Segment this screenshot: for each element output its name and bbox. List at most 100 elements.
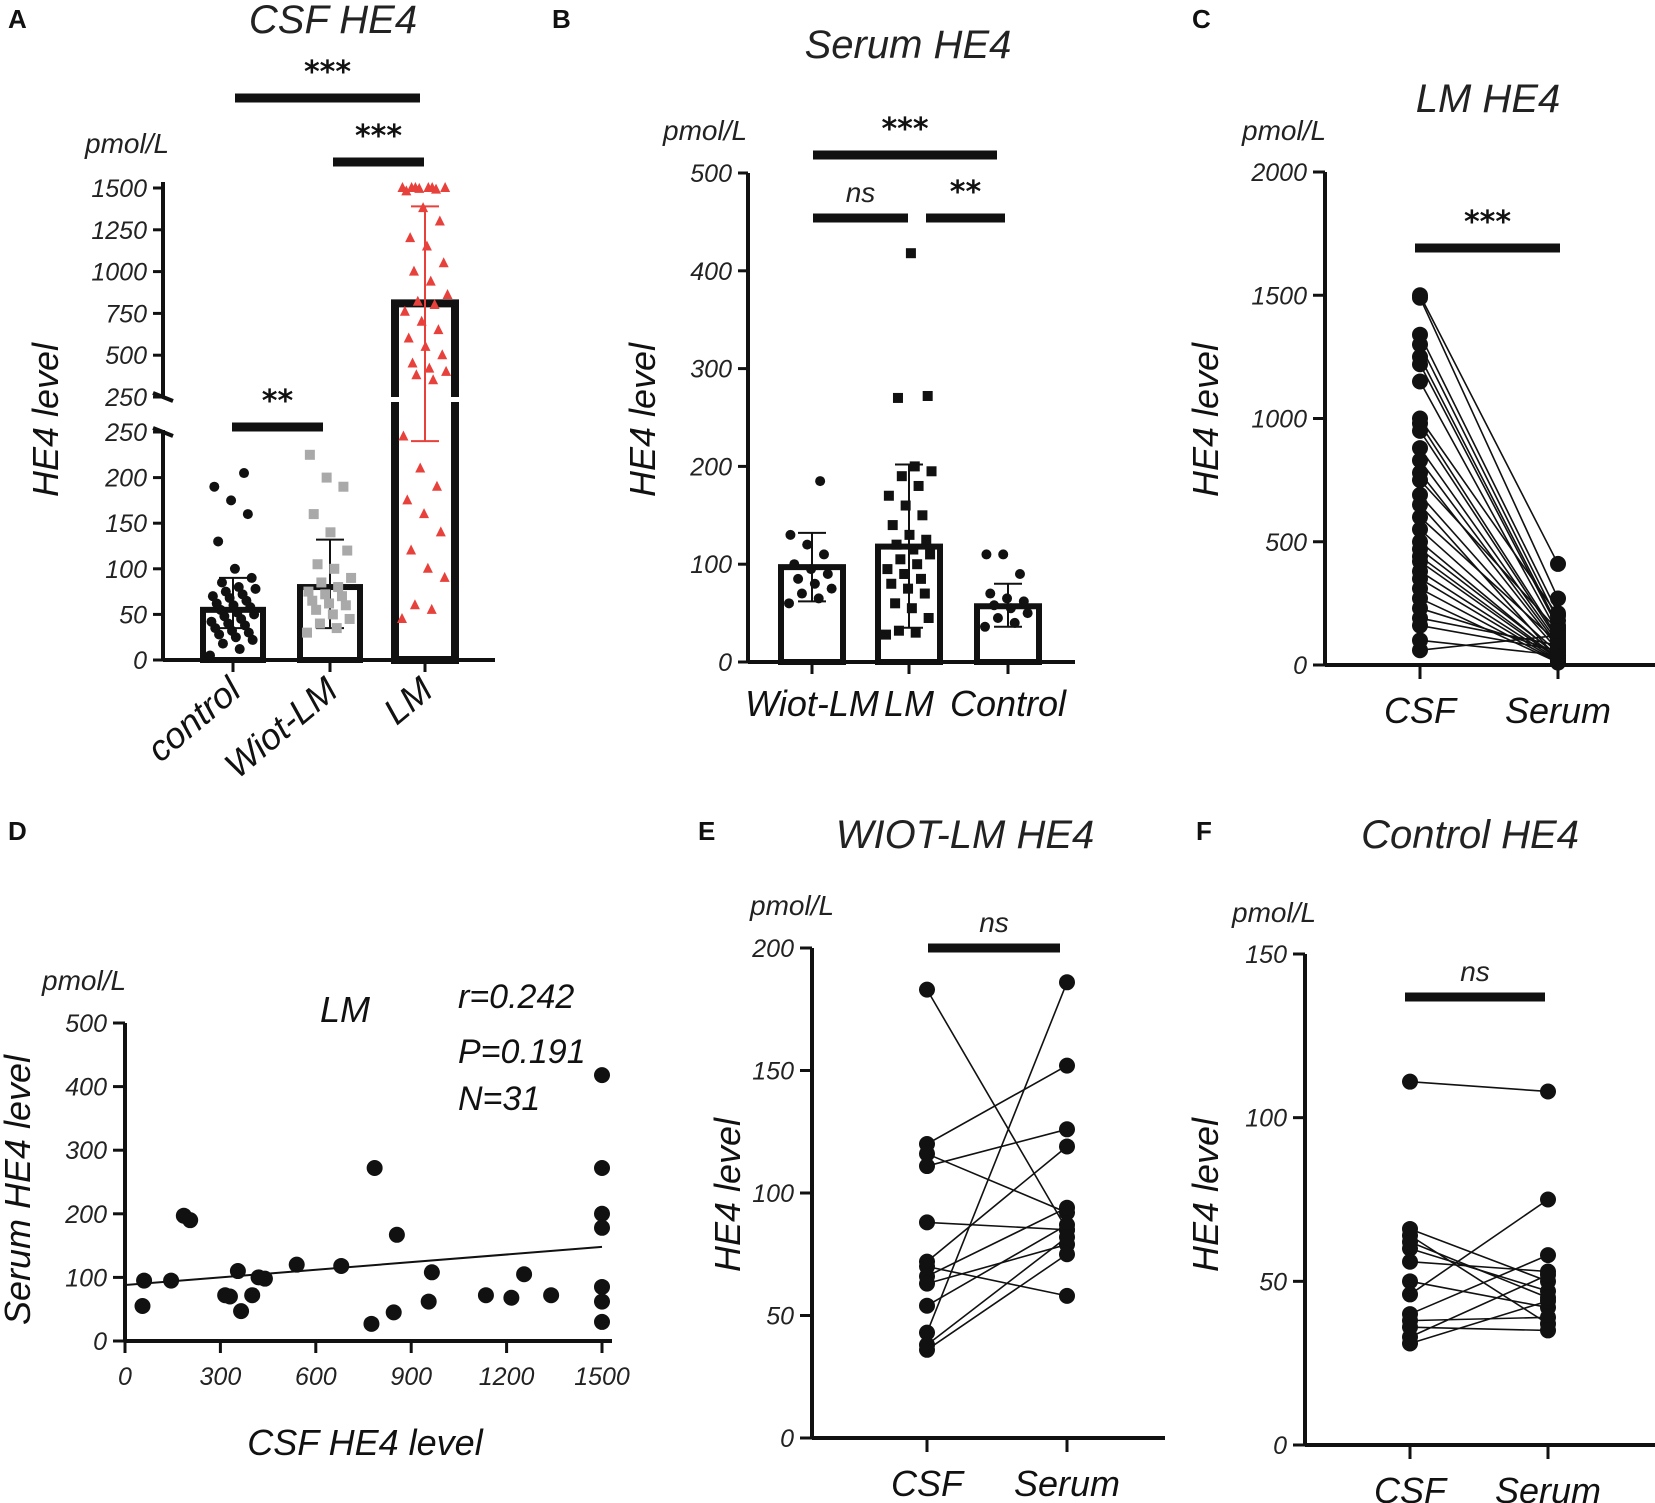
panel-d-unit: pmol/L bbox=[41, 965, 126, 996]
panel-a-point bbox=[316, 577, 327, 588]
panel-b-point bbox=[923, 612, 934, 623]
panel-a-point bbox=[397, 612, 407, 623]
panel-a-point bbox=[433, 324, 444, 335]
panel-f-ytick-label: 100 bbox=[1245, 1105, 1287, 1133]
panel-a-comparison-1-label: *** bbox=[304, 55, 351, 90]
panel-a-ytick-label: 750 bbox=[105, 300, 147, 328]
panel-e-xtick-label: Serum bbox=[1014, 1463, 1120, 1503]
panel-e-xtick-label: CSF bbox=[891, 1463, 965, 1503]
panel-a-ytick-label: 0 bbox=[133, 647, 147, 675]
panel-a-point bbox=[440, 182, 451, 192]
panel-a-point bbox=[429, 299, 440, 310]
panel-f-ytick-label: 0 bbox=[1273, 1432, 1287, 1460]
panel-d-point bbox=[594, 1278, 610, 1295]
panel-a-point bbox=[416, 315, 427, 326]
panel-a-point bbox=[229, 563, 240, 574]
panel-c-xtick-label: CSF bbox=[1384, 690, 1458, 731]
panel-a-point bbox=[304, 449, 315, 460]
panel-b-point bbox=[904, 529, 915, 540]
panel-a-chart: CSF HE4 pmol/L HE4 level 0 50 100 150 200 250… bbox=[25, 0, 495, 786]
panel-e-pair-line bbox=[926, 1253, 1068, 1351]
panel-a-ytick-label: 500 bbox=[105, 342, 147, 370]
panel-c-point-serum bbox=[1550, 650, 1566, 667]
panel-a-point bbox=[336, 591, 347, 602]
panel-c-pair-line bbox=[1419, 459, 1559, 646]
panel-d-ytick-label: 200 bbox=[64, 1201, 107, 1229]
panel-d-ytick-label: 100 bbox=[65, 1264, 107, 1292]
panel-e-point-serum bbox=[1059, 1138, 1075, 1155]
panel-d-point bbox=[244, 1287, 261, 1304]
panel-a-point bbox=[403, 332, 414, 343]
panel-f-point-csf bbox=[1402, 1335, 1418, 1352]
panel-b-chart: Serum HE4 pmol/L HE4 level 0 100 200 300 400… bbox=[622, 23, 1075, 724]
panel-a-point bbox=[342, 545, 353, 556]
panel-b-xtick-label: Control bbox=[950, 683, 1067, 724]
panel-e-point-csf bbox=[919, 1145, 935, 1162]
panel-c-pair-line bbox=[1419, 334, 1559, 614]
panel-c-point-csf bbox=[1412, 533, 1428, 550]
panel-e-point-serum bbox=[1059, 1216, 1075, 1233]
panel-c-pair-line bbox=[1419, 494, 1559, 651]
panel-d-point bbox=[363, 1315, 380, 1332]
panel-a-point bbox=[431, 480, 442, 491]
panel-f-point-serum bbox=[1540, 1309, 1556, 1326]
panel-d-stat-n: N=31 bbox=[458, 1080, 540, 1118]
panel-a-point bbox=[209, 481, 220, 492]
panel-d-point bbox=[366, 1160, 383, 1177]
panel-f-pair-line bbox=[1409, 1080, 1549, 1093]
panel-b-xtick-label: Wiot-LM bbox=[745, 683, 879, 724]
panel-b-comparison-3-label: ** bbox=[950, 175, 982, 210]
panel-a-point bbox=[428, 374, 439, 385]
panel-b-point bbox=[899, 568, 910, 579]
panel-c-point-serum bbox=[1550, 622, 1566, 639]
panel-a-point bbox=[421, 240, 432, 251]
panel-a-point bbox=[242, 509, 253, 520]
panel-a-point bbox=[220, 586, 231, 597]
panel-d-xtick-label: 0 bbox=[118, 1363, 132, 1391]
panel-c-pair-line bbox=[1419, 447, 1559, 644]
panel-c-comparison-label: *** bbox=[1464, 205, 1511, 240]
panel-d-point bbox=[221, 1288, 238, 1305]
panel-c-point-csf bbox=[1412, 509, 1428, 526]
panel-b-point bbox=[925, 549, 936, 560]
panel-b-ytick-label: 0 bbox=[718, 649, 732, 677]
panel-c-point-csf bbox=[1412, 410, 1428, 427]
panel-a-point bbox=[308, 509, 319, 520]
panel-d-point bbox=[136, 1272, 153, 1289]
panel-b-point bbox=[926, 466, 937, 477]
panel-a-point bbox=[307, 595, 318, 606]
panel-b-point bbox=[895, 554, 906, 565]
panel-d-point bbox=[594, 1219, 610, 1236]
panel-a-point bbox=[442, 289, 453, 300]
panel-a-point bbox=[425, 275, 436, 286]
panel-e-ytick-label: 0 bbox=[780, 1425, 794, 1453]
panel-b-point bbox=[802, 539, 813, 550]
panel-c-point-csf bbox=[1412, 452, 1428, 469]
panel-e-point-csf bbox=[919, 1324, 935, 1341]
panel-d-ytick-label: 500 bbox=[65, 1010, 107, 1038]
panel-e-point-csf bbox=[919, 1336, 935, 1353]
panel-f-pair-line bbox=[1409, 1198, 1549, 1296]
panel-b-point bbox=[1014, 568, 1025, 579]
panel-a-point bbox=[206, 616, 217, 627]
panel-a-ylabel: HE4 level bbox=[25, 342, 66, 497]
panel-c-point-csf bbox=[1412, 632, 1428, 649]
panel-b-point bbox=[1018, 596, 1029, 607]
panel-c-pair-line bbox=[1419, 607, 1559, 653]
panel-b-point bbox=[883, 490, 894, 501]
panel-b-ytick-label: 300 bbox=[690, 356, 732, 384]
panel-f-xtick-label: CSF bbox=[1374, 1470, 1448, 1503]
panel-e-pair-line bbox=[926, 982, 1068, 1333]
panel-a-point bbox=[397, 182, 408, 192]
panel-d-point bbox=[385, 1304, 402, 1321]
panel-a-point bbox=[216, 577, 227, 588]
panel-b-point bbox=[809, 578, 820, 589]
panel-b-point bbox=[980, 621, 990, 632]
panel-b-point bbox=[903, 583, 914, 594]
panel-f-point-serum bbox=[1540, 1289, 1556, 1306]
panel-c-point-serum bbox=[1550, 555, 1566, 572]
panel-b-point bbox=[793, 573, 804, 584]
panel-c-pair-line bbox=[1419, 617, 1559, 647]
panel-a-point bbox=[338, 481, 349, 492]
panel-c-point-csf bbox=[1412, 289, 1428, 306]
